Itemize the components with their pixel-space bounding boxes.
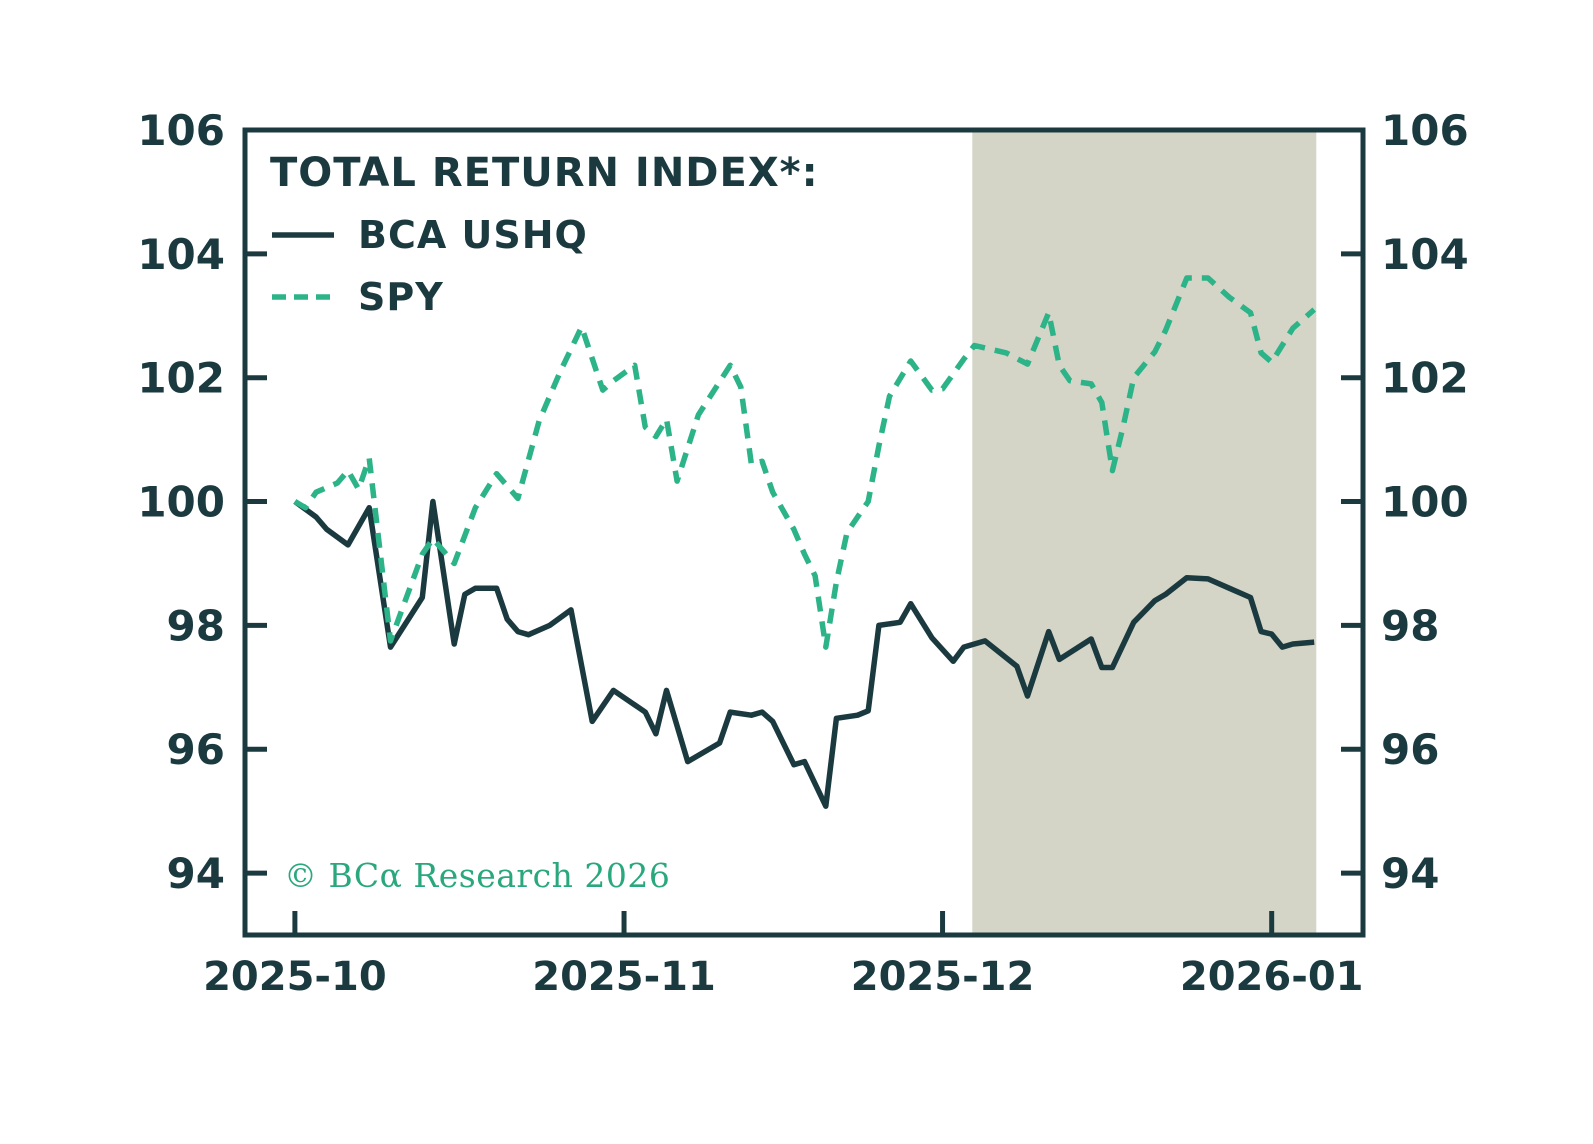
y-tick-label-left: 102	[137, 354, 225, 403]
y-tick-label-right: 98	[1381, 601, 1439, 650]
series-line-bca-ushq	[293, 498, 1315, 809]
y-tick-label-left: 94	[167, 849, 225, 898]
legend-label-bca-ushq: BCA USHQ	[358, 213, 588, 257]
series-line-spy	[293, 275, 1317, 650]
x-tick-label: 2026-01	[1180, 954, 1364, 1000]
chart-legend: TOTAL RETURN INDEX*: BCA USHQ SPY	[270, 150, 819, 320]
y-tick-label-left: 100	[137, 478, 225, 527]
y-tick-label-right: 104	[1381, 230, 1469, 279]
y-tick-label-right: 96	[1381, 725, 1439, 774]
y-tick-label-right: 94	[1381, 849, 1439, 898]
x-tick-label: 2025-12	[851, 954, 1035, 1000]
y-tick-label-left: 106	[137, 106, 225, 155]
copyright-note: © BCα Research 2026	[284, 856, 671, 895]
solid-line-sample-icon	[272, 232, 334, 238]
x-tick-label: 2025-11	[532, 954, 716, 1000]
x-tick-label: 2025-10	[203, 954, 387, 1000]
chart-title: TOTAL RETURN INDEX*:	[270, 150, 819, 196]
y-tick-label-left: 98	[167, 601, 225, 650]
y-tick-label-left: 96	[167, 725, 225, 774]
legend-item-spy: SPY	[270, 274, 819, 320]
plot-border	[242, 127, 1366, 938]
y-tick-label-right: 106	[1381, 106, 1469, 155]
dashed-line-sample-icon	[272, 294, 334, 300]
legend-label-spy: SPY	[358, 275, 444, 319]
y-tick-label-right: 100	[1381, 478, 1469, 527]
legend-item-bca-ushq: BCA USHQ	[270, 212, 819, 258]
y-tick-label-right: 102	[1381, 354, 1469, 403]
y-tick-label-left: 104	[137, 230, 225, 279]
shaded-region	[972, 130, 1317, 935]
